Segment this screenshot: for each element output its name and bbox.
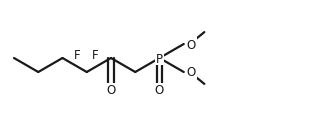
Text: F: F xyxy=(92,48,98,61)
Text: O: O xyxy=(155,84,164,97)
Text: O: O xyxy=(106,84,116,97)
Text: O: O xyxy=(187,38,196,51)
Text: O: O xyxy=(187,66,196,79)
Text: F: F xyxy=(73,48,80,61)
Text: P: P xyxy=(156,52,163,65)
